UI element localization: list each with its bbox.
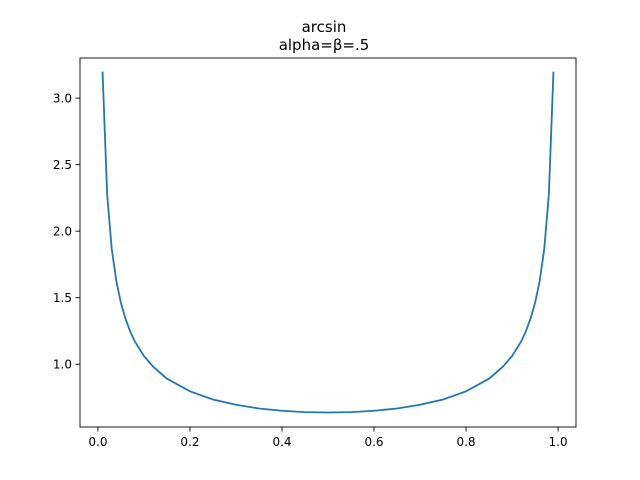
x-tick-label: 0.4: [272, 435, 291, 449]
y-tick-label: 2.5: [53, 158, 72, 172]
x-axis: 0.0 0.2 0.4 0.6 0.8 1.0: [88, 427, 568, 449]
series-line: [101, 71, 555, 414]
y-tick-label: 3.0: [53, 92, 72, 106]
y-axis: 1.0 1.5 2.0 2.5 3.0: [53, 92, 80, 372]
x-tick-label: 0.8: [456, 435, 475, 449]
plot-frame: [79, 57, 577, 428]
chart-title: arcsin: [302, 18, 347, 36]
chart-subtitle: alpha=β=.5: [279, 36, 370, 54]
y-tick-label: 1.0: [53, 358, 72, 372]
x-tick-label: 0.2: [180, 435, 199, 449]
x-tick-label: 0.0: [88, 435, 107, 449]
y-tick-label: 2.0: [53, 225, 72, 239]
y-tick-label: 1.5: [53, 291, 72, 305]
x-tick-label: 0.6: [364, 435, 383, 449]
x-tick-label: 1.0: [549, 435, 568, 449]
